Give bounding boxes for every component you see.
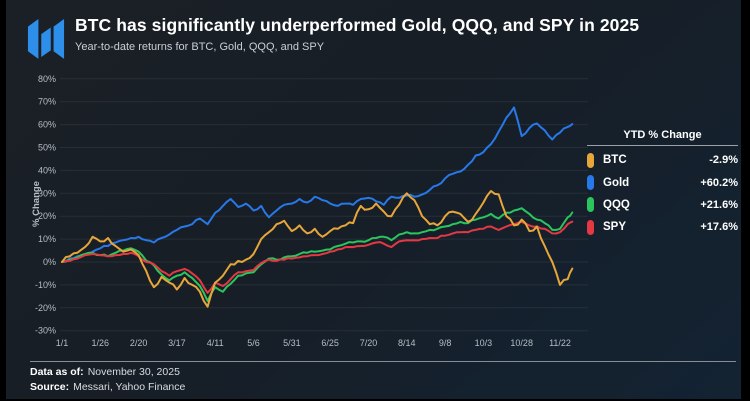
- legend-swatch-spy: [587, 219, 594, 235]
- legend-name-qqq: QQQ: [603, 198, 630, 211]
- data-as-of-line: Data as of: November 30, 2025: [30, 366, 180, 378]
- legend-value-btc: -2.9%: [709, 154, 738, 167]
- legend-swatch-btc: [587, 152, 594, 168]
- legend: YTD % Change BTC -2.9% Gold +60.2% QQQ +21.6%…: [587, 129, 738, 239]
- messari-logo-icon: [27, 18, 65, 59]
- legend-rows: BTC -2.9% Gold +60.2% QQQ +21.6% SPY +17.6%: [587, 149, 738, 239]
- header: BTC has significantly underperformed Gol…: [75, 15, 639, 53]
- legend-header: YTD % Change: [587, 129, 738, 146]
- legend-name-spy: SPY: [603, 221, 627, 234]
- legend-row-btc[interactable]: BTC -2.9%: [587, 149, 738, 171]
- page-title: BTC has significantly underperformed Gol…: [75, 15, 640, 35]
- legend-name-gold: Gold: [603, 176, 630, 189]
- source-value: Messari, Yahoo Finance: [73, 381, 186, 393]
- source-line: Source: Messari, Yahoo Finance: [30, 381, 185, 393]
- legend-row-spy[interactable]: SPY +17.6%: [587, 216, 738, 238]
- source-label: Source:: [30, 381, 70, 393]
- legend-row-gold[interactable]: Gold +60.2%: [587, 171, 738, 193]
- data-as-of-label: Data as of:: [30, 366, 84, 378]
- legend-value-gold: +60.2%: [700, 176, 738, 189]
- legend-name-btc: BTC: [603, 154, 627, 167]
- data-as-of-value: November 30, 2025: [87, 366, 180, 378]
- legend-value-qqq: +21.6%: [700, 198, 738, 211]
- legend-row-qqq[interactable]: QQQ +21.6%: [587, 194, 738, 216]
- legend-value-spy: +17.6%: [700, 221, 738, 234]
- legend-swatch-qqq: [587, 197, 594, 213]
- page-subtitle: Year-to-date returns for BTC, Gold, QQQ,…: [75, 41, 325, 53]
- legend-swatch-gold: [587, 175, 594, 191]
- footer-divider: [30, 361, 736, 362]
